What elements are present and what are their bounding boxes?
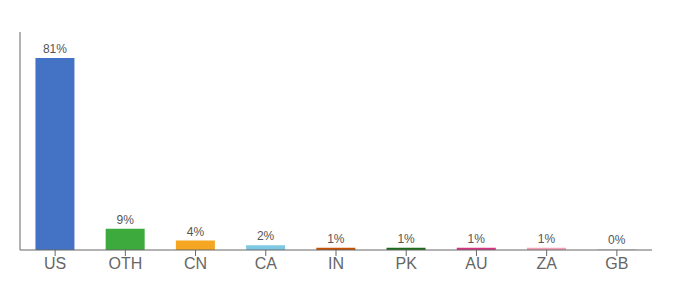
svg-text:OTH: OTH xyxy=(108,255,142,272)
svg-text:CN: CN xyxy=(184,255,207,272)
svg-text:9%: 9% xyxy=(116,213,134,227)
svg-text:AU: AU xyxy=(465,255,487,272)
svg-text:1%: 1% xyxy=(397,232,415,246)
svg-text:2%: 2% xyxy=(257,229,275,243)
svg-text:GB: GB xyxy=(605,255,628,272)
svg-text:ZA: ZA xyxy=(536,255,557,272)
svg-text:81%: 81% xyxy=(43,42,67,56)
svg-text:1%: 1% xyxy=(538,232,556,246)
svg-text:0%: 0% xyxy=(608,233,626,247)
svg-text:IN: IN xyxy=(328,255,344,272)
svg-text:CA: CA xyxy=(255,255,278,272)
svg-text:4%: 4% xyxy=(187,225,205,239)
svg-text:1%: 1% xyxy=(327,232,345,246)
svg-text:US: US xyxy=(44,255,66,272)
svg-text:1%: 1% xyxy=(468,232,486,246)
svg-text:PK: PK xyxy=(396,255,418,272)
